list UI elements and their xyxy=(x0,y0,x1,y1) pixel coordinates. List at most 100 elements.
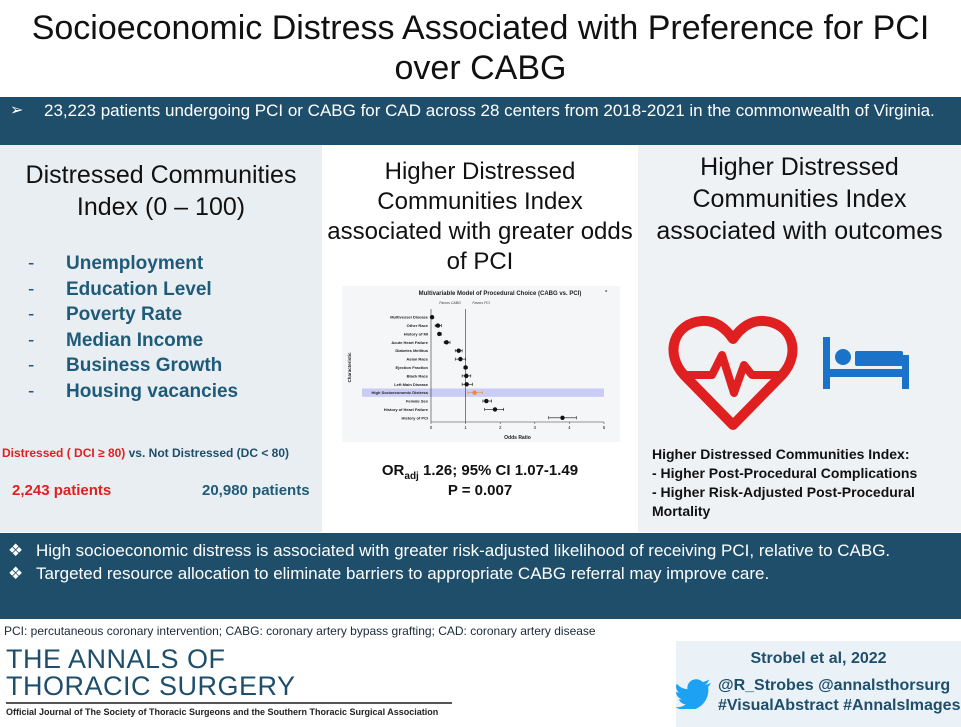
x-tick-label: 4 xyxy=(568,425,571,430)
top-banner: ➢ 23,223 patients undergoing PCI or CABG… xyxy=(0,97,961,145)
diamond-bullet-icon: ❖ xyxy=(8,541,24,560)
outcome-summary: Higher Distressed Communities Index: - H… xyxy=(652,445,957,521)
data-point xyxy=(464,373,469,379)
odds-heading: Higher Distressed Communities Index asso… xyxy=(327,158,633,275)
odds-ratio-text: ORadj 1.26; 95% CI 1.07-1.49 xyxy=(324,462,636,482)
x-tick-label: 0 xyxy=(430,425,433,430)
y-axis-label: Characteristic xyxy=(347,352,352,383)
category-label: Asian Race xyxy=(406,357,428,362)
credit-box: Strobel et al, 2022 @R_Strobes @annalsth… xyxy=(676,641,961,727)
arrow-bullet-icon: ➢ xyxy=(10,102,24,119)
twitter-icon[interactable] xyxy=(676,679,712,709)
factor-dash: - xyxy=(28,253,35,274)
data-point xyxy=(492,407,498,412)
outcome-item: - Higher Post-Procedural Complications xyxy=(652,465,918,481)
or-value: 1.26; 95% CI 1.07-1.49 xyxy=(418,462,579,479)
not-distressed-count: 20,980 patients xyxy=(202,482,310,499)
factor-item: - Housing vacancies xyxy=(28,379,238,405)
hospital-bed-icon xyxy=(823,337,909,389)
conclusion-bullet: ❖ Targeted resource allocation to elimin… xyxy=(8,563,951,584)
journal-subtitle: Official Journal of The Society of Thora… xyxy=(6,707,439,717)
plot-title: Multivariable Model of Procedural Choice… xyxy=(419,291,582,297)
data-point xyxy=(463,365,468,370)
factor-item: - Poverty Rate xyxy=(28,302,238,328)
factor-item: - Median Income xyxy=(28,328,238,354)
abbreviations: PCI: percutaneous coronary intervention;… xyxy=(4,624,596,638)
factor-label: Median Income xyxy=(66,329,204,351)
category-label: Black Race xyxy=(407,373,429,378)
category-label: Ejection Fraction xyxy=(396,365,429,370)
conclusion-bullet: ❖ High socioeconomic distress is associa… xyxy=(8,540,951,561)
forest-plot: Multivariable Model of Procedural Choice… xyxy=(342,286,620,442)
data-point xyxy=(560,415,565,421)
odds-panel: Higher Distressed Communities Index asso… xyxy=(324,145,636,532)
category-label: Multivessel Disease xyxy=(390,315,429,320)
journal-line2: THORACIC SURGERY xyxy=(6,671,296,701)
or-prefix: OR xyxy=(381,462,405,479)
favors-cabg-label: Favors CABG xyxy=(439,301,461,305)
social-handles: @R_Strobes @annalsthorsurg #VisualAbstra… xyxy=(718,676,960,716)
journal-divider xyxy=(6,702,452,704)
category-label: Acute Heart Failure xyxy=(391,340,428,345)
journal-logo: THE ANNALS OF THORACIC SURGERY xyxy=(6,646,296,700)
category-label: Other Race xyxy=(407,323,429,328)
heart-rate-icon xyxy=(668,315,798,430)
data-point xyxy=(444,340,449,345)
factor-dash: - xyxy=(28,278,35,300)
not-distressed-label: Not Distressed (DC < 80) xyxy=(148,446,290,460)
outcome-title: Higher Distressed Communities Index: xyxy=(652,446,910,462)
favors-pci-label: Favors PCI xyxy=(472,301,490,305)
category-label: Female Sex xyxy=(406,399,429,404)
x-tick-label: 3 xyxy=(534,425,537,430)
outcomes-panel: Higher Distressed Communities Index asso… xyxy=(638,145,961,532)
conclusion-text: Targeted resource allocation to eliminat… xyxy=(36,564,770,583)
factor-item: - Unemployment xyxy=(28,251,238,277)
category-label: History of Heart Failure xyxy=(384,407,429,412)
hashtags: #VisualAbstract #AnnalsImages xyxy=(718,697,961,714)
dci-heading: Distressed Communities Index (0 – 100) xyxy=(25,161,297,221)
plot-title-superscript: a xyxy=(605,288,608,293)
category-label: High Socioeconomic Distress xyxy=(372,390,429,395)
data-point xyxy=(472,390,477,395)
factor-label: Poverty Rate xyxy=(66,304,183,325)
data-point xyxy=(464,382,469,387)
data-point xyxy=(435,323,441,328)
journal-line1: THE ANNALS OF xyxy=(6,644,226,674)
category-label: History of MI xyxy=(404,331,428,336)
data-point xyxy=(429,314,435,320)
cohort-comparison: Distressed ( DCI ≥ 80) vs. Not Distresse… xyxy=(2,446,289,460)
factor-dash: - xyxy=(28,304,35,325)
x-tick-label: 5 xyxy=(603,425,606,430)
page-title: Socioeconomic Distress Associated with P… xyxy=(31,9,930,87)
factor-dash: - xyxy=(28,329,35,351)
p-value: P = 0.007 xyxy=(447,482,513,499)
x-axis-label: Odds Ratio xyxy=(504,435,531,441)
x-tick-label: 2 xyxy=(499,425,502,430)
conclusion-text: High socioeconomic distress is associate… xyxy=(36,541,891,560)
data-point xyxy=(456,348,461,353)
factor-label: Housing vacancies xyxy=(66,380,239,402)
dci-panel: Distressed Communities Index (0 – 100) -… xyxy=(0,145,322,532)
factor-label: Education Level xyxy=(66,278,212,300)
category-label: History of PCI xyxy=(402,415,428,420)
factor-item: - Business Growth xyxy=(28,353,238,379)
highlight-row xyxy=(362,388,604,397)
factor-dash: - xyxy=(28,380,35,402)
outcomes-heading: Higher Distressed Communities Index asso… xyxy=(656,153,943,245)
data-point xyxy=(484,398,489,404)
conclusion-banner: ❖ High socioeconomic distress is associa… xyxy=(0,533,961,619)
factor-label: Unemployment xyxy=(66,253,204,274)
dci-factor-list: - Unemployment - Education Level - Poverty … xyxy=(28,251,238,404)
outcome-item: - Higher Risk-Adjusted Post-Procedural M… xyxy=(652,484,915,519)
factor-label: Business Growth xyxy=(66,355,223,376)
distressed-label: Distressed ( DCI ≥ 80) xyxy=(2,446,126,460)
factor-dash: - xyxy=(28,355,35,376)
twitter-handles: @R_Strobes @annalsthorsurg xyxy=(718,677,951,694)
plot-background xyxy=(342,286,620,442)
factor-item: - Education Level xyxy=(28,277,238,303)
diamond-bullet-icon: ❖ xyxy=(8,564,24,583)
author-credit: Strobel et al, 2022 xyxy=(750,650,887,667)
x-tick-label: 1 xyxy=(464,425,467,430)
or-subscript: adj xyxy=(404,471,419,482)
forest-plot-svg: Multivariable Model of Procedural Choice… xyxy=(342,286,620,442)
